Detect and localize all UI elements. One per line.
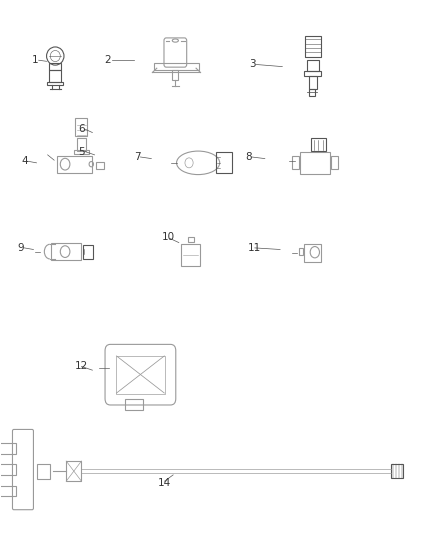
Bar (153, 63, 199, 70)
Text: 11: 11 (248, 243, 261, 253)
Text: 9: 9 (17, 243, 24, 253)
Text: 2: 2 (105, 55, 111, 65)
Text: 7: 7 (134, 152, 141, 162)
Bar (77, 138, 86, 151)
Bar (188, 237, 194, 241)
Text: 6: 6 (78, 124, 85, 134)
Bar (116, 356, 165, 394)
Bar (0, 443, 16, 454)
Bar (309, 76, 317, 88)
Bar (82, 245, 93, 259)
Text: 8: 8 (245, 152, 252, 162)
Bar (292, 156, 299, 169)
Bar (304, 71, 321, 76)
Bar (305, 36, 321, 58)
Bar (75, 118, 88, 136)
Bar (51, 243, 81, 260)
Bar (47, 82, 63, 85)
Text: 1: 1 (32, 55, 39, 65)
Text: 5: 5 (78, 147, 85, 157)
Text: 3: 3 (250, 60, 256, 69)
Bar (309, 89, 315, 95)
Bar (66, 461, 81, 481)
Bar (392, 464, 403, 478)
Bar (37, 464, 49, 479)
Bar (311, 139, 326, 151)
Bar (0, 486, 16, 496)
Bar (216, 152, 232, 173)
Bar (299, 248, 303, 255)
Text: 14: 14 (158, 478, 171, 488)
Bar (307, 60, 319, 71)
Bar (49, 70, 61, 82)
Bar (181, 244, 200, 266)
Bar (0, 464, 16, 475)
Bar (74, 150, 89, 154)
Bar (304, 244, 321, 262)
Bar (57, 156, 92, 173)
Bar (96, 161, 104, 169)
Bar (172, 70, 178, 80)
Text: 12: 12 (75, 361, 88, 372)
Bar (300, 151, 330, 174)
Text: 10: 10 (161, 232, 174, 242)
Bar (331, 156, 338, 169)
Bar (49, 62, 61, 70)
Bar (125, 399, 143, 410)
Text: 4: 4 (21, 156, 28, 166)
